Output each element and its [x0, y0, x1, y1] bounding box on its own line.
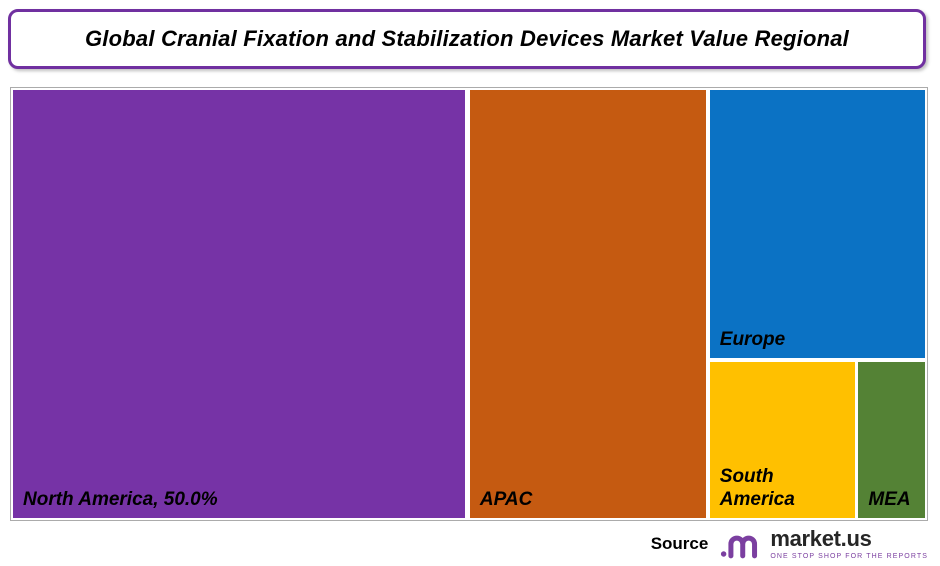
brand-tagline: ONE STOP SHOP FOR THE REPORTS: [770, 553, 928, 560]
treemap-tile-south-america: South America: [709, 361, 855, 518]
chart-title-box: Global Cranial Fixation and Stabilizatio…: [8, 9, 926, 69]
marketus-logo-icon: [721, 535, 758, 559]
treemap-tile-apac: APAC: [469, 90, 707, 518]
tile-label-north-america: North America, 50.0%: [23, 488, 218, 510]
tile-label-mea: MEA: [868, 488, 911, 510]
tile-label-south-america: South America: [719, 466, 795, 510]
treemap-tile-europe: Europe: [709, 90, 925, 358]
treemap-plot-area: North America, 50.0% APAC Europe South A…: [13, 90, 925, 518]
treemap-tile-north-america: North America, 50.0%: [13, 90, 466, 518]
tile-label-europe: Europe: [719, 328, 786, 350]
source-label: Source: [650, 534, 709, 553]
brand-name: market.us: [770, 526, 872, 551]
chart-title: Global Cranial Fixation and Stabilizatio…: [84, 26, 849, 51]
tile-label-apac: APAC: [479, 488, 533, 510]
brand-block: market.us ONE STOP SHOP FOR THE REPORTS: [770, 526, 928, 561]
treemap-chart: North America, 50.0% APAC Europe South A…: [10, 87, 928, 521]
footer: Source market.us ONE STOP SHOP FOR THE R…: [651, 524, 928, 564]
treemap-tile-mea: MEA: [858, 361, 925, 518]
